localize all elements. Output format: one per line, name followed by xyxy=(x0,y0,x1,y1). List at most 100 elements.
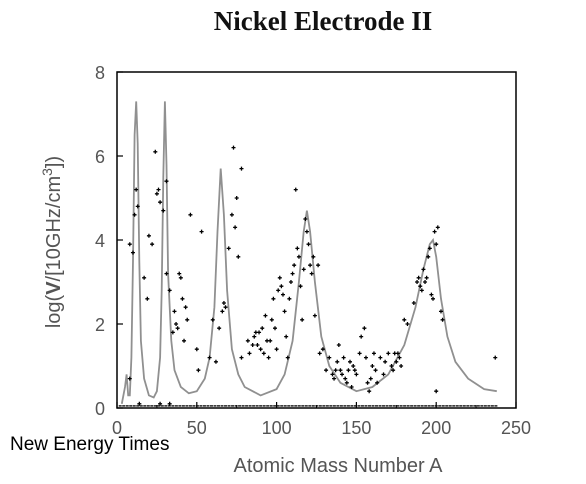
data-point xyxy=(261,351,266,356)
data-point xyxy=(397,355,402,360)
data-point xyxy=(357,351,362,356)
data-point xyxy=(245,338,250,343)
data-point xyxy=(257,330,262,335)
data-point xyxy=(153,149,158,154)
data-point xyxy=(233,225,238,230)
data-point xyxy=(411,301,416,305)
data-point xyxy=(282,309,287,314)
data-point xyxy=(164,179,169,184)
data-point xyxy=(177,271,182,276)
data-point xyxy=(229,212,234,217)
data-point xyxy=(178,275,183,280)
data-point xyxy=(370,364,375,368)
y-label-part: /[10GHz/cm xyxy=(43,176,65,282)
data-point xyxy=(332,376,337,381)
x-tick-label: 250 xyxy=(501,418,531,438)
data-point xyxy=(170,330,175,335)
y-tick-label: 2 xyxy=(95,315,105,335)
data-point xyxy=(247,351,252,356)
y-label-part: ]) xyxy=(43,156,65,168)
y-tick-label: 0 xyxy=(95,399,105,419)
data-point xyxy=(405,322,410,326)
data-point xyxy=(368,376,373,381)
data-point xyxy=(426,254,431,259)
data-point xyxy=(336,343,341,347)
data-point xyxy=(134,187,139,192)
data-point xyxy=(381,372,386,377)
y-axis-label: log(V/[10GHz/cm3]) xyxy=(39,156,65,328)
data-point xyxy=(330,372,335,377)
data-point xyxy=(352,368,357,373)
data-point xyxy=(236,254,241,259)
data-point xyxy=(493,355,498,360)
data-point xyxy=(304,229,309,234)
data-point xyxy=(317,351,322,356)
data-point xyxy=(239,166,244,171)
data-point xyxy=(250,343,255,347)
data-point xyxy=(263,313,268,318)
data-point xyxy=(340,372,345,377)
data-point xyxy=(434,389,439,394)
theory-curve xyxy=(120,101,497,404)
data-point xyxy=(284,334,289,339)
data-point xyxy=(273,326,278,331)
data-point xyxy=(399,364,404,368)
data-point xyxy=(252,334,257,339)
tick-labels: 0 50 100 150 200 250 0 2 4 6 8 xyxy=(95,63,531,438)
data-point xyxy=(174,322,179,326)
data-point xyxy=(301,267,306,272)
x-tick-label: 100 xyxy=(262,418,292,438)
data-point xyxy=(239,355,244,360)
data-point xyxy=(290,271,295,276)
data-point xyxy=(287,296,292,301)
data-point xyxy=(429,292,434,297)
x-tick-label: 0 xyxy=(112,418,122,438)
data-point xyxy=(137,401,142,406)
plot-frame xyxy=(116,71,517,409)
data-point xyxy=(167,288,172,293)
data-point xyxy=(288,280,293,284)
data-point xyxy=(194,347,199,352)
data-point xyxy=(348,359,353,364)
data-point xyxy=(298,284,303,289)
data-point xyxy=(431,296,436,301)
data-point xyxy=(127,376,132,381)
data-point xyxy=(158,401,163,406)
data-point xyxy=(308,263,313,268)
data-point xyxy=(341,355,346,360)
data-point xyxy=(279,284,284,289)
y-label-part: log( xyxy=(43,294,65,328)
x-axis-label: Atomic Mass Number A xyxy=(234,455,444,477)
data-point xyxy=(309,271,314,276)
data-point xyxy=(365,380,370,385)
data-point xyxy=(389,364,394,368)
data-point xyxy=(164,271,169,276)
data-point xyxy=(386,351,391,356)
data-point xyxy=(130,250,135,255)
data-point xyxy=(296,254,301,259)
data-point xyxy=(395,351,400,356)
data-point xyxy=(213,359,218,364)
data-point xyxy=(438,309,443,314)
data-point xyxy=(223,305,228,310)
data-point xyxy=(142,275,147,280)
data-point xyxy=(255,343,260,347)
data-point xyxy=(427,246,432,251)
data-point xyxy=(266,355,271,360)
data-points-layer xyxy=(118,145,498,407)
data-point xyxy=(303,217,308,221)
data-point xyxy=(320,347,325,352)
data-point xyxy=(367,389,372,394)
data-point xyxy=(359,334,364,339)
data-point xyxy=(421,267,426,272)
data-point xyxy=(258,347,263,352)
data-point xyxy=(343,376,348,381)
data-point xyxy=(210,317,215,322)
data-point xyxy=(135,204,140,209)
data-point xyxy=(158,200,163,205)
data-point xyxy=(363,355,368,360)
data-point xyxy=(373,368,378,373)
data-point xyxy=(333,368,338,373)
data-point xyxy=(161,208,166,213)
